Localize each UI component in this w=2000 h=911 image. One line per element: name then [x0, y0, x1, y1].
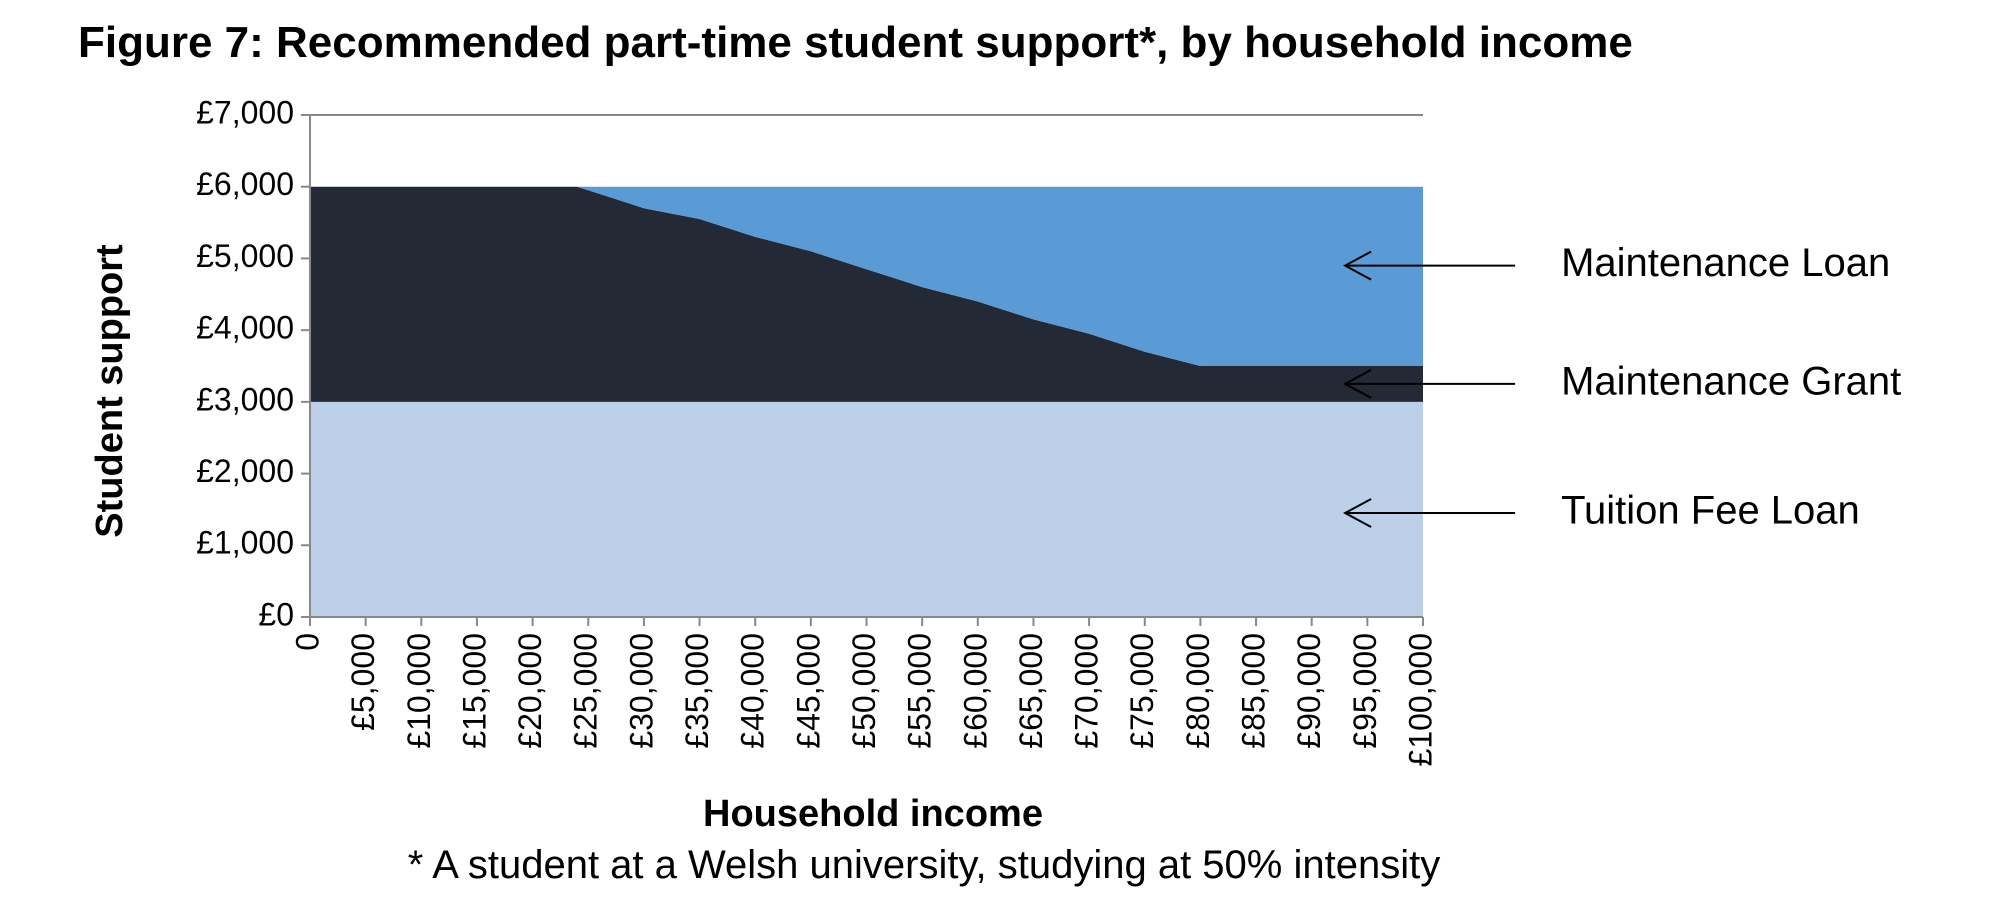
x-tick-label: £85,000: [1236, 633, 1272, 749]
annotation-arrowhead: [1342, 250, 1372, 281]
x-axis-ticks: 0 £5,000 £10,000 £15,000 £20,000 £25,000 £30,0…: [289, 617, 1438, 766]
y-tick-label: £6,000: [196, 166, 294, 202]
x-tick-label: £15,000: [456, 633, 492, 749]
annotation-arrowhead: [1342, 369, 1372, 399]
x-tick-label: £75,000: [1124, 633, 1160, 749]
annotation-label: Maintenance Grant: [1561, 359, 1901, 403]
area-tuition-fee-loan: [310, 401, 1423, 617]
x-tick-label: £45,000: [790, 633, 826, 749]
y-tick-label: £2,000: [196, 453, 294, 489]
annotation-label: Tuition Fee Loan: [1561, 489, 1860, 533]
x-tick-label: £20,000: [512, 633, 548, 749]
area-maintenance-loan: [310, 186, 1423, 366]
y-tick-label: £7,000: [196, 94, 294, 130]
annotation-label: Maintenance Loan: [1561, 241, 1890, 285]
x-tick-label: £30,000: [623, 633, 659, 749]
x-tick-label: £90,000: [1291, 633, 1327, 749]
x-tick-label: £55,000: [902, 633, 938, 749]
x-tick-label: £50,000: [846, 633, 882, 749]
x-tick-label: £95,000: [1347, 633, 1383, 749]
x-tick-label: £35,000: [679, 633, 715, 749]
annotation-arrowhead: [1342, 498, 1372, 528]
x-tick-label: £100,000: [1402, 633, 1438, 766]
y-tick-label: £0: [258, 596, 294, 632]
chart-title: Figure 7: Recommended part-time student …: [78, 18, 1633, 67]
y-axis-ticks: £0 £1,000 £2,000 £3,000 £4,000 £5,000 £6,000 £7…: [196, 94, 310, 632]
x-tick-label: £65,000: [1013, 633, 1049, 749]
area-maintenance-grant: [310, 186, 1423, 402]
footnote: * A student at a Welsh university, study…: [407, 843, 1441, 887]
area-series-group: [310, 186, 1423, 617]
x-tick-label: £25,000: [568, 633, 604, 749]
y-tick-label: £4,000: [196, 310, 294, 346]
y-axis-title: Student support: [89, 244, 131, 538]
x-tick-label: £5,000: [345, 633, 381, 731]
x-tick-label: £40,000: [735, 633, 771, 749]
y-tick-label: £3,000: [196, 381, 294, 417]
x-tick-label: £10,000: [401, 633, 437, 749]
x-tick-label: 0: [289, 633, 325, 651]
x-tick-label: £70,000: [1069, 633, 1105, 749]
x-tick-label: £80,000: [1180, 633, 1216, 749]
y-tick-label: £5,000: [196, 238, 294, 274]
y-tick-label: £1,000: [196, 525, 294, 561]
x-tick-label: £60,000: [957, 633, 993, 749]
annotations: Maintenance Loan Maintenance Grant Tuition…: [1342, 241, 1901, 533]
x-axis-title: Household income: [703, 793, 1043, 835]
